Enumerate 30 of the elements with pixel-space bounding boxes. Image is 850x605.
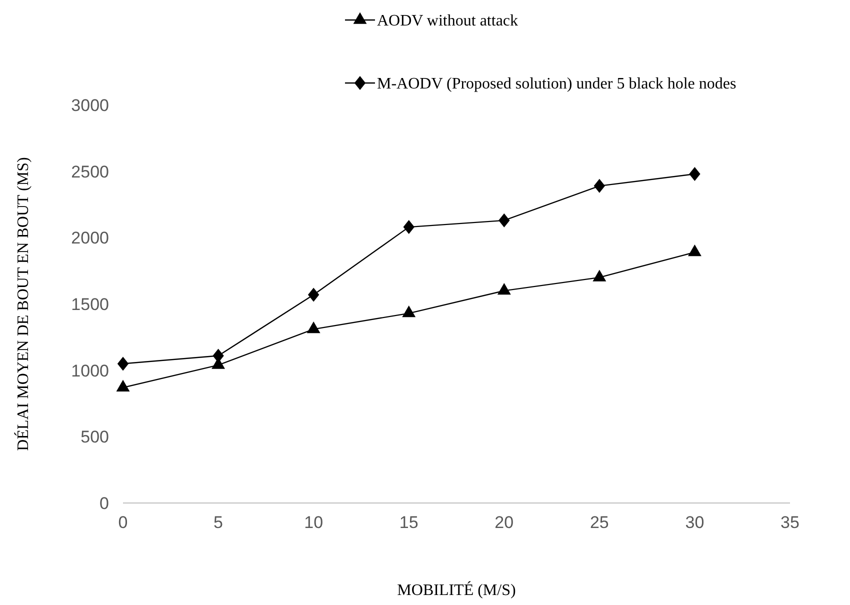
point [497,282,511,295]
point [402,306,416,318]
x-tick-label: 15 [399,513,418,532]
point [592,270,606,282]
y-tick-label: 1500 [71,294,109,314]
x-tick-label: 5 [214,513,224,532]
point [306,321,320,334]
point [498,213,510,228]
x-tick-label: 30 [685,513,704,532]
x-axis-title: MOBILITÉ (M/S) [397,581,516,599]
y-tick-label: 2000 [71,228,109,248]
x-tick-label: 25 [590,513,609,532]
x-tick-label: 10 [304,513,324,532]
y-axis-title: DÉLAI MOYEN DE BOUT EN BOUT (MS) [14,157,32,451]
y-tick-label: 0 [100,494,109,513]
y-tick-label: 500 [80,428,109,447]
point [688,244,702,256]
y-tick-label: 2500 [71,162,109,182]
legend-label: AODV without attack [377,12,518,30]
point [594,178,606,193]
x-tick-label: 20 [494,513,514,532]
x-tick-label: 0 [118,513,128,532]
y-tick-label: 1000 [71,361,109,380]
point [403,220,414,234]
point [116,380,130,392]
point [308,288,320,302]
legend-label: M-AODV (Proposed solution) under 5 black hole nodes [377,76,736,93]
x-tick-label: 35 [780,513,800,532]
y-tick-label: 3000 [71,96,109,115]
point [689,166,700,181]
